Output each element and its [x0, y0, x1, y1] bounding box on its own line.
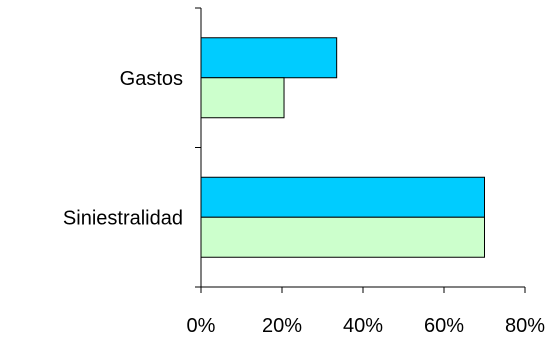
x-axis-ticks — [200, 287, 526, 293]
x-tick-label: 60% — [424, 315, 464, 337]
x-tick-labels: 0% 20% 40% 60% 80% — [187, 315, 546, 337]
bars-group — [200, 37, 485, 258]
bar-siniestralidad-series-2 — [200, 216, 485, 258]
y-axis-ticks — [195, 7, 201, 288]
bar-siniestralidad-series-1 — [200, 176, 485, 218]
category-label: Siniestralidad — [63, 207, 183, 229]
category-label: Gastos — [120, 68, 183, 90]
bar-gastos-series-2 — [200, 77, 285, 119]
bar-gastos-series-1 — [200, 37, 338, 79]
x-tick-label: 40% — [343, 315, 383, 337]
x-tick-label: 20% — [262, 315, 302, 337]
x-tick-label: 0% — [187, 315, 216, 337]
category-labels: Gastos Siniestralidad — [63, 68, 183, 230]
x-tick-label: 80% — [505, 315, 545, 337]
